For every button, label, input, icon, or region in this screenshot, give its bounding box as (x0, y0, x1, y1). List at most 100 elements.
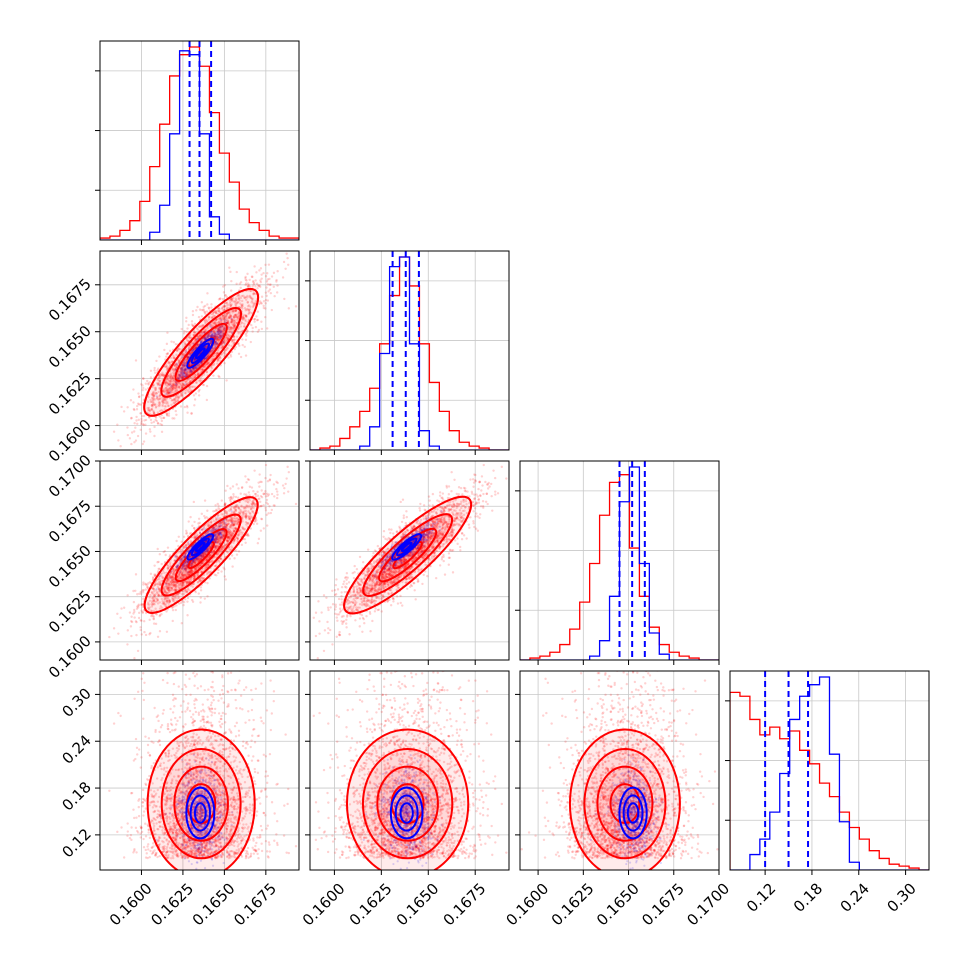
red-point (227, 316, 231, 319)
red-point (156, 547, 159, 551)
red-point (258, 300, 262, 303)
red-point (249, 289, 253, 293)
red-point (218, 320, 221, 323)
red-point (226, 322, 229, 325)
red-point (223, 362, 226, 365)
red-point (224, 301, 227, 305)
red-point (181, 370, 184, 374)
red-point (199, 376, 202, 379)
red-point (130, 431, 134, 434)
red-point (199, 379, 202, 382)
red-point (257, 284, 260, 288)
red-point (171, 619, 174, 623)
red-point (229, 270, 232, 274)
red-point (210, 316, 213, 320)
red-point (229, 304, 233, 307)
red-point (165, 413, 169, 417)
red-point (200, 360, 204, 364)
red-point (142, 597, 145, 601)
red-point (155, 613, 159, 616)
red-point (223, 320, 226, 324)
red-point (224, 319, 228, 322)
red-point (203, 329, 207, 332)
red-point (219, 317, 223, 320)
red-point (144, 388, 147, 391)
red-point (190, 342, 193, 345)
red-point (158, 415, 161, 418)
red-point (233, 324, 236, 328)
red-point (169, 385, 173, 388)
red-point (166, 377, 170, 380)
red-point (234, 345, 237, 349)
red-point (216, 357, 220, 361)
red-point (172, 356, 175, 360)
red-point (207, 335, 210, 338)
red-point (146, 379, 149, 383)
red-point (150, 404, 154, 408)
red-point (161, 389, 165, 392)
red-point (194, 346, 197, 349)
red-point (210, 357, 213, 360)
red-point (224, 305, 227, 308)
red-point (133, 616, 136, 619)
red-point (205, 319, 209, 323)
red-point (164, 381, 168, 384)
red-point (209, 323, 213, 326)
red-point (185, 316, 188, 320)
red-point (160, 373, 164, 377)
red-point (182, 384, 185, 387)
red-point (239, 286, 242, 290)
red-point (260, 320, 263, 323)
red-point (265, 286, 268, 289)
red-point (193, 357, 196, 361)
red-point (219, 334, 222, 337)
red-point (175, 388, 179, 391)
red-point (141, 394, 144, 397)
red-point (213, 322, 217, 325)
red-point (193, 398, 197, 401)
red-point (238, 295, 241, 298)
red-point (205, 398, 209, 402)
red-point (215, 318, 218, 322)
red-point (276, 243, 278, 245)
red-point (237, 550, 241, 553)
red-point (166, 546, 170, 549)
red-point (244, 338, 248, 341)
red-point (187, 336, 191, 339)
red-point (228, 266, 231, 269)
red-point (241, 343, 244, 347)
red-point (165, 377, 168, 381)
red-point (262, 504, 265, 507)
red-point (196, 343, 200, 347)
red-point (184, 380, 187, 383)
red-point (167, 391, 171, 394)
red-point (208, 332, 211, 335)
red-point (166, 385, 169, 388)
red-point (231, 298, 234, 301)
red-point (136, 404, 139, 408)
red-point (173, 417, 176, 420)
red-point (199, 361, 203, 364)
red-point (153, 366, 156, 370)
red-point (218, 317, 221, 320)
red-point (171, 386, 174, 389)
red-point (215, 341, 219, 345)
red-point (229, 298, 233, 301)
red-point (140, 419, 143, 423)
red-point (162, 374, 165, 378)
red-point (232, 328, 236, 331)
red-point (264, 495, 268, 498)
red-point (226, 304, 229, 307)
red-point (163, 405, 166, 408)
red-point (234, 309, 238, 313)
red-point (233, 300, 236, 304)
red-point (152, 412, 156, 416)
red-point (243, 296, 247, 300)
red-point (282, 260, 286, 264)
red-point (242, 318, 245, 321)
red-point (241, 304, 244, 308)
red-point (255, 315, 258, 318)
red-point (273, 495, 276, 498)
red-point (165, 368, 169, 371)
red-point (241, 303, 244, 306)
